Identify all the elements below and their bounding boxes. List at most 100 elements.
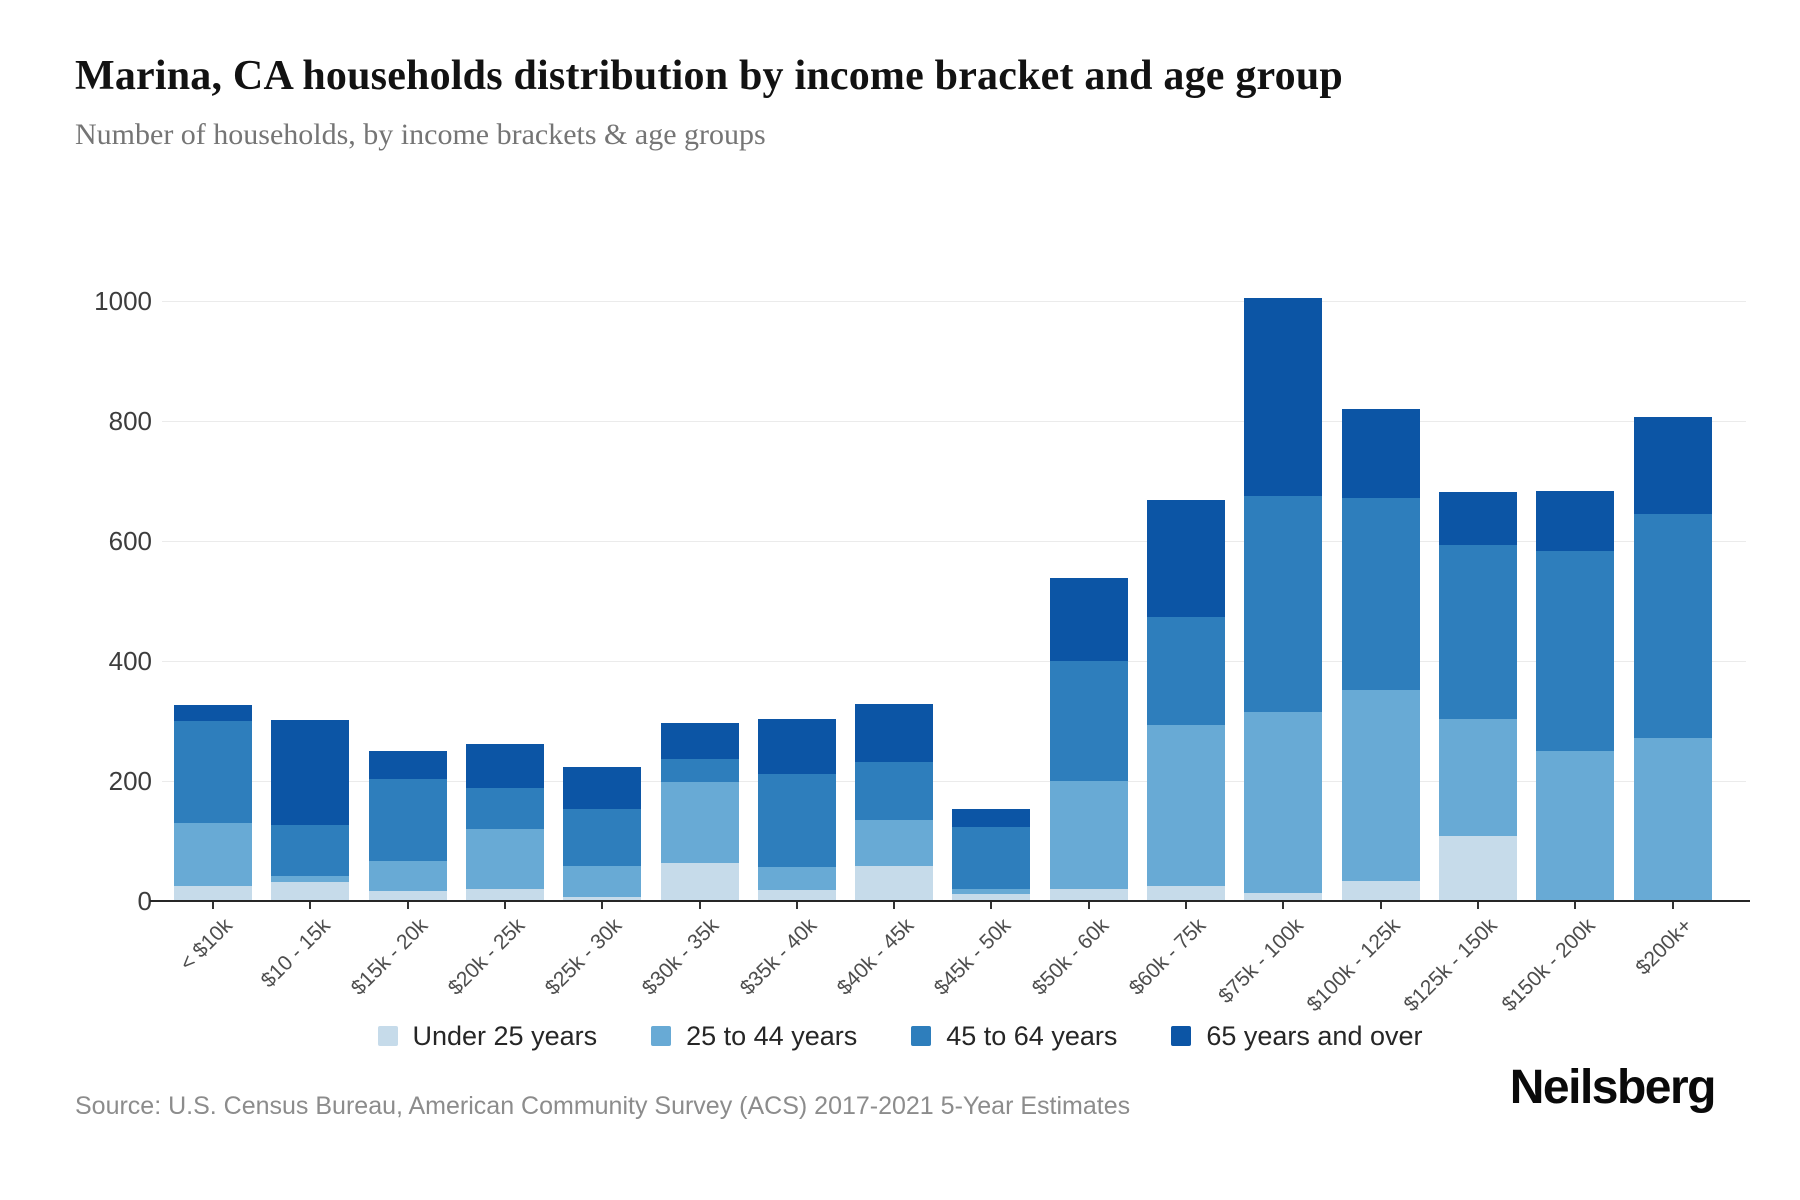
x-axis-category-label: $100k - 125k (1302, 914, 1405, 1017)
legend-item[interactable]: 25 to 44 years (651, 1021, 857, 1052)
bar-segment[interactable] (757, 890, 836, 901)
legend-label: 65 years and over (1206, 1020, 1423, 1051)
bar-segment[interactable] (1438, 491, 1517, 546)
bar-segment[interactable] (174, 721, 252, 823)
legend-item[interactable]: 45 to 64 years (911, 1021, 1117, 1052)
legend-label: Under 25 years (412, 1020, 598, 1051)
bar-segment[interactable] (1536, 751, 1615, 901)
x-axis-category-label: $20k - 25k (443, 914, 530, 1000)
bar-segment[interactable] (855, 820, 934, 866)
bar-segment[interactable] (1536, 490, 1615, 552)
x-axis-category-label: $25k - 30k (540, 914, 627, 1000)
legend-item[interactable]: Under 25 years (377, 1020, 598, 1052)
axis-tick (1671, 902, 1674, 909)
bar-segment[interactable] (1633, 514, 1712, 738)
bar-segment[interactable] (1244, 298, 1323, 496)
x-axis-category-label: $125k - 150k (1400, 914, 1503, 1017)
bar-segment[interactable] (271, 824, 350, 876)
bar-segment[interactable] (174, 823, 252, 886)
bar-segment[interactable] (1049, 578, 1128, 661)
bar-segment[interactable] (1341, 880, 1420, 901)
bar-segment[interactable] (368, 890, 447, 901)
bar-segment[interactable] (1341, 409, 1420, 499)
bar-segment[interactable] (1536, 551, 1615, 751)
axis-tick (601, 902, 604, 909)
x-axis-category-label: $35k - 40k (735, 914, 822, 1000)
bar-segment[interactable] (952, 893, 1031, 901)
bar-segment[interactable] (757, 867, 836, 891)
legend-label: 45 to 64 years (946, 1020, 1118, 1051)
bar-segment[interactable] (1147, 886, 1225, 901)
x-axis-category-label: $60k - 75k (1124, 914, 1211, 1000)
bar-segment[interactable] (660, 759, 739, 783)
x-axis-category-label: $45k - 50k (930, 914, 1016, 1000)
bar-segment[interactable] (465, 829, 544, 889)
bar-segment[interactable] (1438, 719, 1517, 837)
bar-segment[interactable] (952, 827, 1031, 889)
gridline (162, 301, 1746, 302)
legend-item[interactable]: 65 years and over (1171, 1020, 1423, 1052)
bar-segment[interactable] (855, 762, 934, 820)
y-axis-tick-label: 600 (108, 526, 152, 556)
bar-segment[interactable] (563, 866, 642, 897)
bar-segment[interactable] (1633, 416, 1712, 514)
bar-segment[interactable] (1049, 781, 1128, 889)
x-axis-category-label: $10 - 15k (256, 914, 335, 993)
bar-segment[interactable] (1049, 889, 1128, 901)
bar-segment[interactable] (1147, 725, 1225, 886)
page-title: Marina, CA households distribution by in… (75, 53, 1343, 99)
legend-label: 25 to 44 years (686, 1020, 858, 1051)
bar-segment[interactable] (660, 722, 739, 760)
bar-segment[interactable] (1147, 617, 1225, 726)
gridline (162, 541, 1746, 542)
y-axis-tick-label: 0 (137, 886, 152, 916)
bar-segment[interactable] (855, 865, 934, 901)
bar-segment[interactable] (660, 782, 739, 863)
bar-segment[interactable] (1244, 893, 1323, 901)
bar-segment[interactable] (174, 886, 252, 901)
bar-segment[interactable] (563, 809, 642, 867)
bar-segment[interactable] (271, 719, 350, 825)
axis-tick (795, 902, 798, 909)
bar-segment[interactable] (563, 896, 642, 901)
axis-tick (990, 902, 993, 909)
bar-segment[interactable] (1244, 712, 1323, 894)
legend-swatch-icon (377, 1026, 398, 1046)
bar-segment[interactable] (757, 718, 836, 775)
bar-segment[interactable] (952, 809, 1031, 828)
bar-segment[interactable] (855, 703, 934, 763)
axis-tick (893, 902, 896, 909)
gridline (162, 781, 1746, 782)
bar-segment[interactable] (757, 774, 836, 868)
bar-segment[interactable] (563, 767, 642, 810)
bar-segment[interactable] (1341, 498, 1420, 690)
bar-segment[interactable] (1244, 496, 1323, 712)
bar-segment[interactable] (465, 889, 544, 901)
gridline (162, 661, 1746, 662)
bar-segment[interactable] (1438, 545, 1517, 720)
bar-segment[interactable] (271, 875, 350, 883)
bar-segment[interactable] (1147, 500, 1225, 618)
bar-segment[interactable] (1341, 689, 1420, 881)
bar-segment[interactable] (465, 744, 544, 789)
bar-segment[interactable] (368, 778, 447, 861)
bar-segment[interactable] (368, 751, 447, 779)
axis-tick (1574, 902, 1577, 909)
bar-segment[interactable] (465, 788, 544, 829)
bar-segment[interactable] (368, 860, 447, 891)
bar-segment[interactable] (1633, 737, 1712, 901)
x-axis-category-label: $75k - 100k (1213, 914, 1308, 1008)
neilsberg-logo: Neilsberg (1509, 1061, 1717, 1114)
bar-segment[interactable] (174, 704, 252, 721)
x-axis-category-label: $40k - 45k (832, 914, 919, 1000)
axis-tick (1476, 902, 1479, 909)
bar-segment[interactable] (952, 889, 1031, 894)
y-axis-tick-label: 1000 (94, 286, 152, 316)
bar-segment[interactable] (660, 862, 739, 901)
bar-segment[interactable] (1438, 836, 1517, 901)
bar-segment[interactable] (271, 882, 350, 901)
chart-subtitle: Number of households, by income brackets… (75, 118, 766, 151)
bar-segment[interactable] (1049, 661, 1128, 781)
gridline (162, 421, 1746, 422)
axis-tick (309, 902, 312, 909)
